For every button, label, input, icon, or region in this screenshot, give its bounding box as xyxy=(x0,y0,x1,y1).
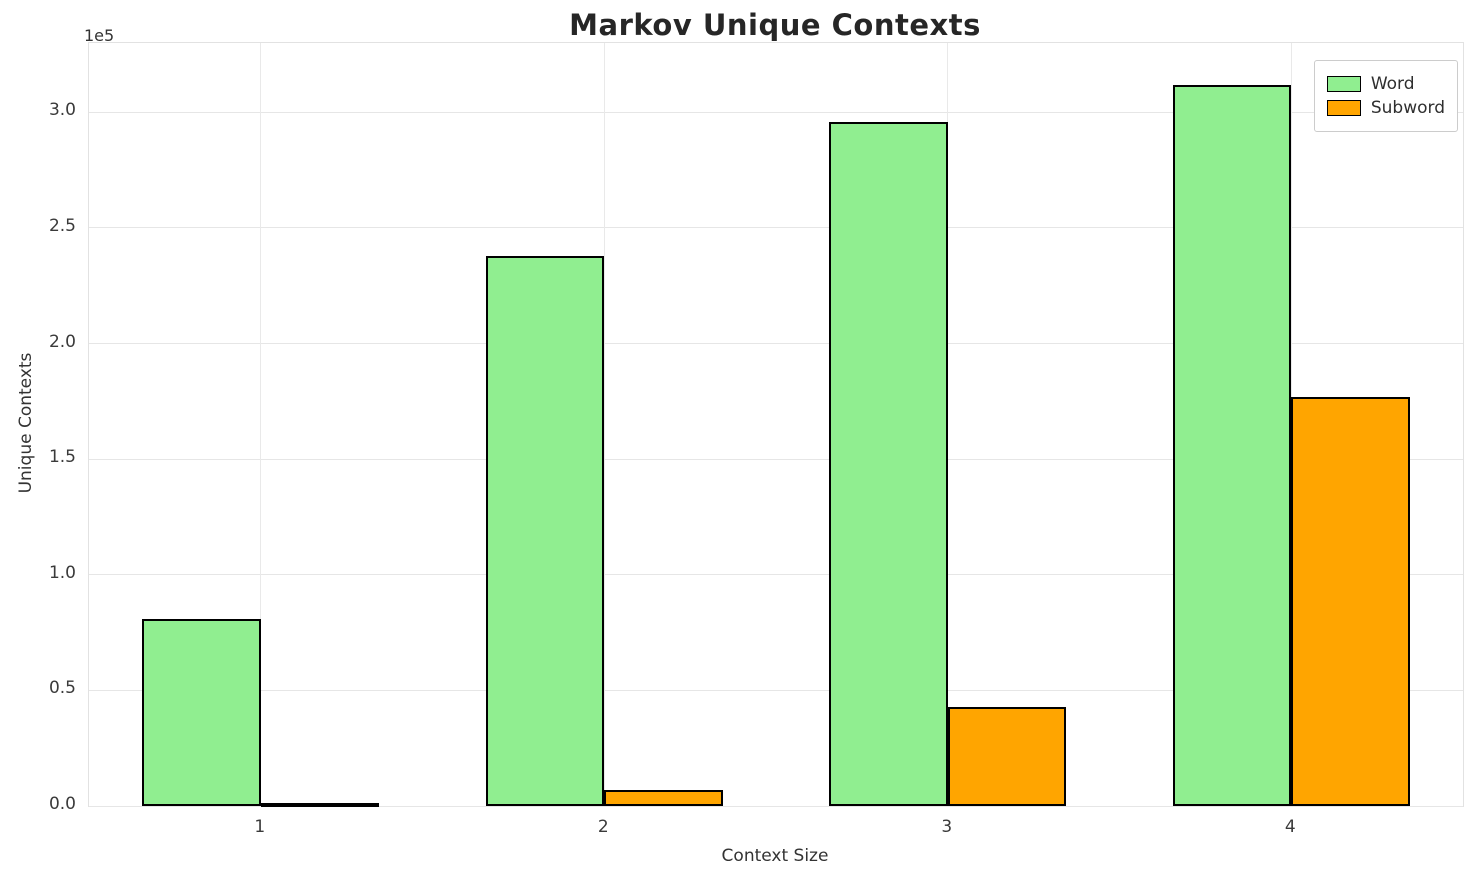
y-gridline xyxy=(89,227,1463,229)
bar-word-1 xyxy=(142,618,261,806)
y-gridline xyxy=(89,805,1463,807)
bar-word-3 xyxy=(829,121,948,806)
legend-swatch-word xyxy=(1326,76,1361,92)
bar-word-2 xyxy=(485,255,605,806)
x-gridline xyxy=(260,43,262,806)
bar-word-4 xyxy=(1172,84,1292,806)
chart-title: Markov Unique Contexts xyxy=(569,8,981,42)
x-tick-label: 4 xyxy=(1284,817,1296,837)
y-tick-label: 0.5 xyxy=(48,678,76,699)
y-tick-label: 0.0 xyxy=(48,794,76,814)
x-gridline xyxy=(603,43,605,806)
bar-subword-1 xyxy=(260,803,380,807)
y-gridline xyxy=(89,111,1463,113)
bar-subword-2 xyxy=(604,789,723,806)
x-tick-label: 1 xyxy=(254,817,266,837)
y-tick-label: 2.0 xyxy=(48,331,76,352)
y-gridline xyxy=(89,343,1463,345)
x-tick-label: 2 xyxy=(597,817,609,837)
legend: Word Subword xyxy=(1313,60,1458,132)
y-tick-label: 1.0 xyxy=(48,562,76,583)
bar-subword-4 xyxy=(1291,396,1410,806)
x-tick-label: 3 xyxy=(941,817,953,837)
y-gridline xyxy=(89,574,1463,576)
y-axis-label: Unique Contexts xyxy=(16,352,36,494)
bar-subword-3 xyxy=(947,706,1067,806)
legend-swatch-subword xyxy=(1326,100,1361,116)
legend-label: Word xyxy=(1370,74,1415,94)
y-axis-offset-label: 1e5 xyxy=(84,26,115,45)
legend-label: Subword xyxy=(1370,98,1445,118)
y-tick-label: 3.0 xyxy=(48,100,76,121)
plot-area xyxy=(88,42,1464,807)
legend-item-subword: Subword xyxy=(1326,98,1445,118)
x-gridline xyxy=(947,43,949,806)
legend-item-word: Word xyxy=(1326,74,1445,94)
y-tick-label: 1.5 xyxy=(48,447,76,468)
y-gridline xyxy=(89,689,1463,691)
y-tick-label: 2.5 xyxy=(48,215,76,236)
y-gridline xyxy=(89,458,1463,460)
x-axis-label: Context Size xyxy=(721,846,829,866)
